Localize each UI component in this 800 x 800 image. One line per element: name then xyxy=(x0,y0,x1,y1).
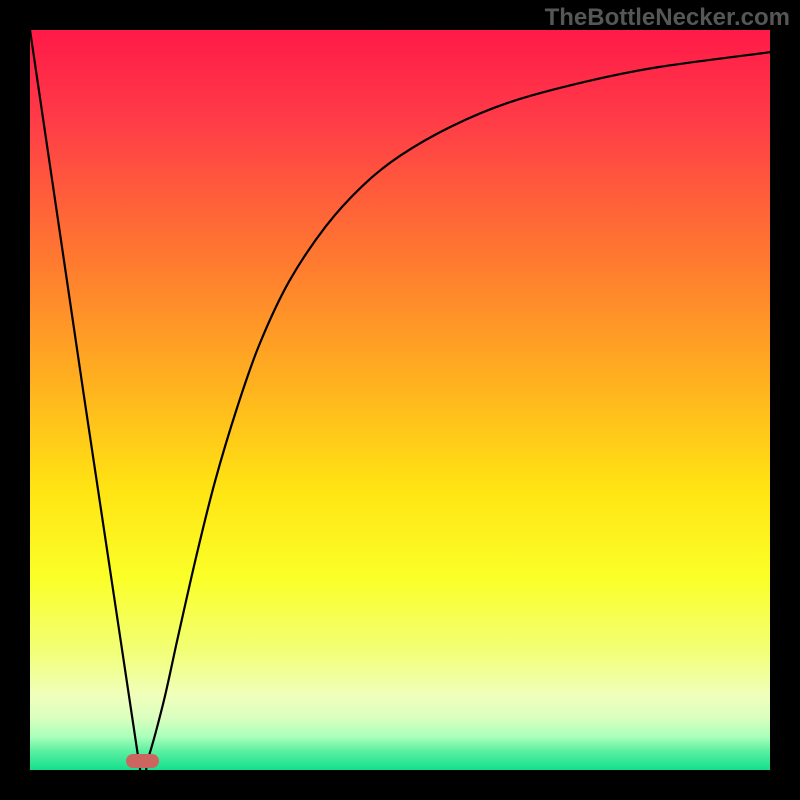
optimum-marker xyxy=(126,754,159,767)
plot-frame xyxy=(30,30,770,770)
watermark-text: TheBottleNecker.com xyxy=(545,4,790,32)
curve-svg xyxy=(30,30,770,770)
bottleneck-curve xyxy=(30,30,770,770)
chart-stage: TheBottleNecker.com xyxy=(0,0,800,800)
